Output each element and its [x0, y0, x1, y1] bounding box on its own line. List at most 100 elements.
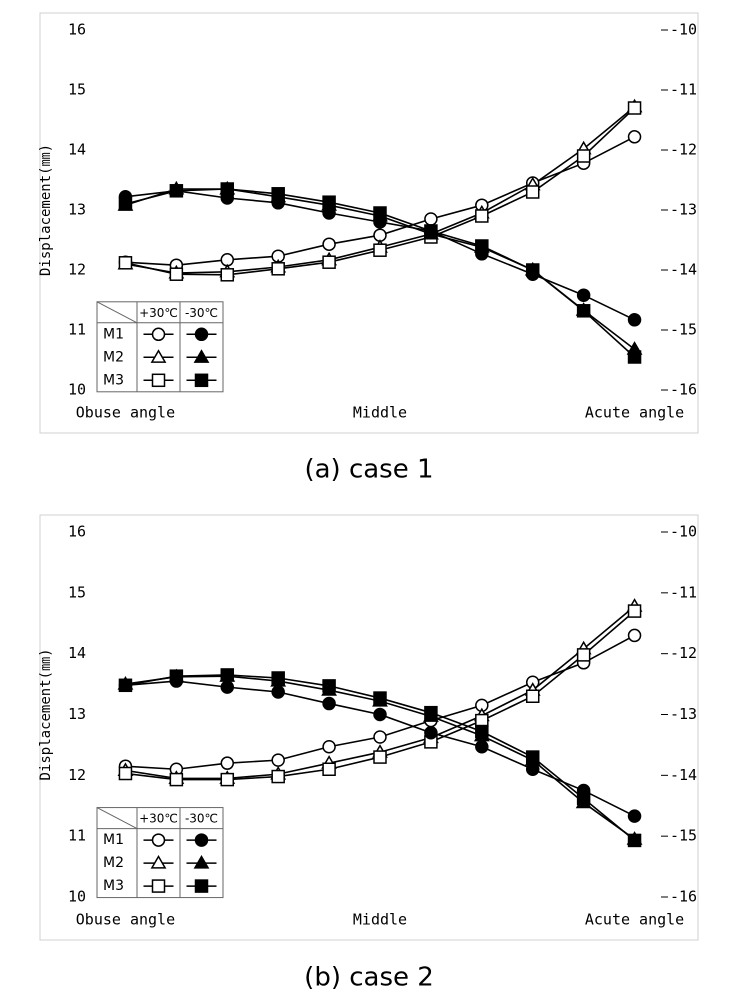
marker: [151, 833, 166, 847]
y2-tick-label: -13: [670, 201, 697, 219]
marker: [525, 689, 540, 703]
y-tick-label: 15: [68, 81, 86, 99]
marker: [194, 879, 209, 893]
marker: [151, 879, 166, 893]
marker: [373, 707, 387, 722]
marker: [322, 762, 336, 776]
y2-tick-label: -16: [670, 888, 697, 906]
marker: [194, 833, 209, 847]
marker: [194, 327, 209, 342]
x-tick-label: Acute angle: [585, 404, 684, 422]
marker: [424, 224, 438, 238]
marker: [118, 197, 133, 211]
y-tick-label: 12: [68, 766, 86, 784]
marker: [424, 705, 438, 720]
marker: [373, 206, 387, 220]
legend-header: +30℃: [139, 812, 178, 826]
marker: [475, 739, 489, 754]
marker: [151, 373, 166, 388]
marker: [151, 327, 166, 342]
marker: [150, 854, 167, 869]
marker: [271, 769, 285, 784]
y2-tick-label: -11: [670, 583, 697, 601]
marker: [220, 182, 235, 196]
marker: [271, 753, 285, 767]
marker: [220, 268, 235, 282]
marker: [627, 833, 642, 848]
marker: [194, 373, 209, 388]
marker: [220, 668, 235, 682]
y2-tick-label: -15: [670, 827, 697, 845]
y-tick-label: 11: [68, 321, 86, 339]
marker: [322, 255, 336, 269]
marker: [322, 739, 336, 754]
marker: [322, 679, 336, 693]
x-tick-label: Obuse angle: [76, 404, 175, 422]
marker: [627, 809, 642, 823]
marker: [525, 263, 540, 277]
x-tick-label: Middle: [353, 911, 407, 929]
legend-label: M3: [103, 878, 124, 894]
y-axis-label: Displacement(㎜): [38, 648, 54, 780]
marker: [271, 262, 285, 276]
marker: [322, 237, 336, 251]
marker: [373, 691, 387, 705]
marker: [627, 313, 642, 327]
marker: [118, 766, 133, 781]
y2-tick-label: -13: [670, 705, 697, 723]
marker: [373, 750, 387, 764]
legend-label: M1: [103, 326, 124, 342]
marker: [627, 101, 642, 115]
panel-frame: [39, 514, 699, 941]
caption: (a) case 1: [304, 455, 433, 485]
marker: [576, 648, 591, 662]
legend-diagonal: [96, 301, 138, 324]
marker: [525, 185, 540, 199]
caption: (b) case 2: [304, 963, 434, 993]
legend-label: M2: [103, 349, 124, 365]
marker: [118, 678, 133, 693]
marker: [627, 628, 642, 643]
marker: [193, 854, 210, 869]
legend-label: M1: [103, 832, 124, 848]
marker: [322, 195, 336, 209]
marker: [576, 304, 591, 318]
marker: [271, 187, 285, 201]
marker: [576, 288, 591, 302]
marker: [627, 604, 642, 618]
marker: [627, 130, 642, 144]
x-tick-label: Obuse angle: [76, 911, 175, 929]
y-tick-label: 16: [68, 523, 86, 541]
marker: [220, 680, 235, 694]
x-tick-label: Middle: [353, 404, 407, 422]
legend-header: -30℃: [185, 812, 218, 826]
y2-tick-label: -15: [670, 321, 697, 339]
marker: [576, 149, 591, 163]
marker: [576, 791, 591, 806]
y-tick-label: 15: [68, 583, 86, 601]
y-tick-label: 10: [68, 888, 86, 906]
y-tick-label: 13: [68, 201, 86, 219]
y-tick-label: 14: [68, 644, 86, 662]
legend-header: +30℃: [139, 306, 178, 320]
y2-tick-label: -12: [670, 141, 697, 159]
y2-tick-label: -10: [670, 523, 697, 541]
y-tick-label: 11: [68, 827, 86, 845]
marker: [475, 239, 489, 253]
legend-diagonal: [96, 807, 138, 830]
marker: [271, 671, 285, 685]
y-tick-label: 10: [68, 381, 86, 399]
panel-frame: [39, 12, 699, 434]
y2-tick-label: -16: [670, 381, 697, 399]
marker: [475, 209, 489, 223]
y-axis-label: Displacement(㎜): [38, 144, 54, 276]
y2-tick-label: -14: [670, 261, 697, 279]
marker: [220, 756, 235, 770]
marker: [169, 772, 184, 787]
y-tick-label: 13: [68, 705, 86, 723]
y2-tick-label: -11: [670, 81, 697, 99]
marker: [150, 349, 167, 363]
marker: [169, 184, 184, 198]
marker: [220, 772, 235, 787]
